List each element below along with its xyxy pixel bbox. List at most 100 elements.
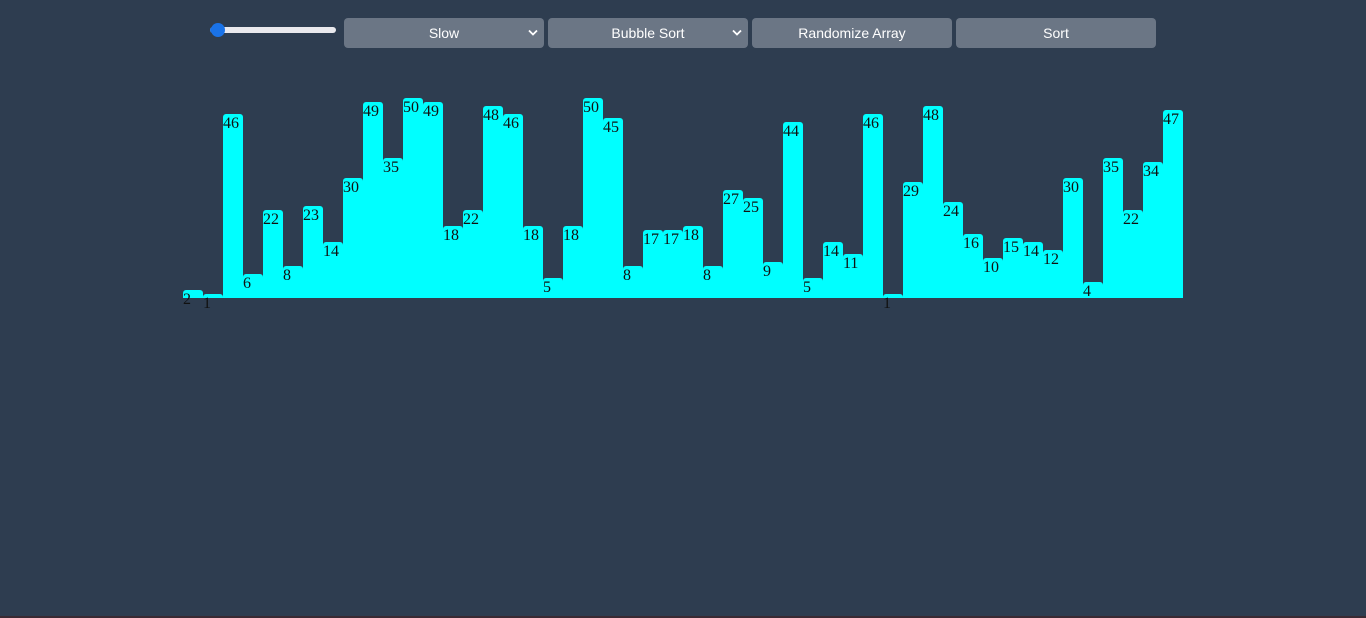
speed-select[interactable]: Slow [344, 18, 544, 48]
array-bar [183, 290, 203, 298]
array-bar [583, 98, 603, 298]
slider-track[interactable] [210, 27, 336, 33]
algorithm-select[interactable]: Bubble Sort [548, 18, 748, 48]
array-bar [363, 102, 383, 298]
sort-button[interactable]: Sort [956, 18, 1156, 48]
bar-value-label: 24 [943, 203, 959, 220]
array-bar [983, 258, 1003, 298]
chevron-down-icon [528, 18, 538, 48]
algorithm-select-value: Bubble Sort [611, 25, 685, 41]
bar-value-label: 1 [883, 295, 891, 312]
array-bar [763, 262, 783, 298]
slider-thumb[interactable] [211, 23, 225, 37]
bar-value-label: 48 [483, 107, 499, 124]
array-bar [463, 210, 483, 298]
array-bar [263, 210, 283, 298]
bar-value-label: 29 [903, 183, 919, 200]
bar-value-label: 17 [663, 231, 679, 248]
bar-value-label: 50 [403, 99, 419, 116]
bar-value-label: 34 [1143, 163, 1159, 180]
bar-value-label: 14 [823, 243, 839, 260]
array-bar [883, 294, 903, 298]
array-bar [823, 242, 843, 298]
bar-value-label: 30 [1063, 179, 1079, 196]
array-bar [663, 230, 683, 298]
bar-value-label: 46 [863, 115, 879, 132]
array-bar [1043, 250, 1063, 298]
bar-value-label: 5 [803, 279, 811, 296]
array-bar [623, 266, 643, 298]
array-bar [1023, 242, 1043, 298]
bar-value-label: 17 [643, 231, 659, 248]
bar-value-label: 22 [263, 211, 279, 228]
array-bar [283, 266, 303, 298]
array-bar [1063, 178, 1083, 298]
array-bar [843, 254, 863, 298]
array-bar [1083, 282, 1103, 298]
bar-value-label: 44 [783, 123, 799, 140]
array-bar [643, 230, 663, 298]
array-bar [243, 274, 263, 298]
bar-value-label: 11 [843, 255, 859, 272]
bar-value-label: 5 [543, 279, 551, 296]
array-bar [923, 106, 943, 298]
array-bar [963, 234, 983, 298]
bar-value-label: 18 [683, 227, 699, 244]
bar-value-label: 1 [203, 295, 211, 312]
bar-value-label: 8 [283, 267, 291, 284]
array-bar [723, 190, 743, 298]
array-bar [683, 226, 703, 298]
speed-slider[interactable] [210, 18, 336, 48]
array-bar [563, 226, 583, 298]
array-bar [1003, 238, 1023, 298]
bar-value-label: 4 [1083, 283, 1091, 300]
bar-value-label: 48 [923, 107, 939, 124]
bar-value-label: 18 [563, 227, 579, 244]
bar-value-label: 47 [1163, 111, 1179, 128]
bar-value-label: 2 [183, 291, 191, 308]
bar-value-label: 15 [1003, 239, 1019, 256]
bar-value-label: 23 [303, 207, 319, 224]
bar-value-label: 22 [1123, 211, 1139, 228]
bar-value-label: 46 [223, 115, 239, 132]
array-bar [343, 178, 363, 298]
bar-value-label: 10 [983, 259, 999, 276]
array-bar [743, 198, 763, 298]
array-bar [303, 206, 323, 298]
array-bar [1143, 162, 1163, 298]
bar-value-label: 25 [743, 199, 759, 216]
array-bar [1163, 110, 1183, 298]
array-bar [323, 242, 343, 298]
bar-value-label: 45 [603, 119, 619, 136]
array-bar [203, 294, 223, 298]
array-bar [483, 106, 503, 298]
array-bar [223, 114, 243, 298]
bar-value-label: 9 [763, 263, 771, 280]
bar-value-label: 16 [963, 235, 979, 252]
bar-value-label: 18 [523, 227, 539, 244]
chevron-down-icon [732, 18, 742, 48]
array-bar [443, 226, 463, 298]
array-bar [803, 278, 823, 298]
bar-value-label: 14 [1023, 243, 1039, 260]
randomize-array-button[interactable]: Randomize Array [752, 18, 952, 48]
array-bar [903, 182, 923, 298]
array-bar [403, 98, 423, 298]
bar-value-label: 46 [503, 115, 519, 132]
bar-value-label: 8 [703, 267, 711, 284]
bar-value-label: 6 [243, 275, 251, 292]
array-bar [1123, 210, 1143, 298]
bar-value-label: 8 [623, 267, 631, 284]
bar-value-label: 22 [463, 211, 479, 228]
array-bar [943, 202, 963, 298]
array-bar [383, 158, 403, 298]
bar-value-label: 49 [363, 103, 379, 120]
bar-value-label: 12 [1043, 251, 1059, 268]
speed-select-value: Slow [428, 25, 460, 41]
bar-value-label: 14 [323, 243, 339, 260]
bar-value-label: 30 [343, 179, 359, 196]
bar-value-label: 50 [583, 99, 599, 116]
bar-value-label: 18 [443, 227, 459, 244]
bar-value-label: 49 [423, 103, 439, 120]
